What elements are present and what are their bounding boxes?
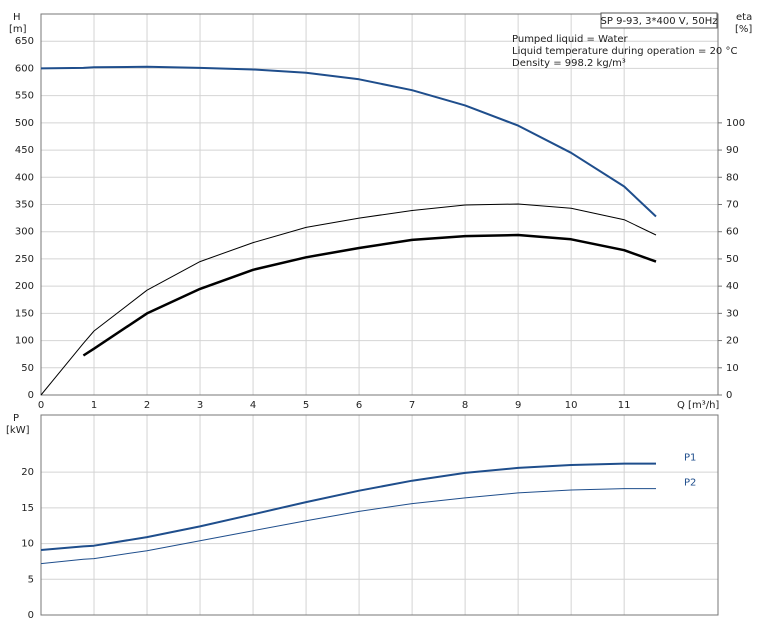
x-tick-label: 9 xyxy=(515,400,521,411)
y-tick-label: 250 xyxy=(15,254,34,265)
y-tick-label: 15 xyxy=(21,503,34,514)
y-tick-label: 50 xyxy=(21,363,34,374)
y2-tick-label: 0 xyxy=(726,390,732,401)
y-tick-label: 650 xyxy=(15,36,34,47)
y-tick-label: 450 xyxy=(15,145,34,156)
y2-tick-label: 30 xyxy=(726,308,739,319)
y-label: H xyxy=(13,12,21,23)
x-tick-label: 2 xyxy=(144,400,150,411)
y-tick-label: 0 xyxy=(28,610,34,621)
y-tick-label: 350 xyxy=(15,200,34,211)
x-tick-label: 1 xyxy=(91,400,97,411)
x-tick-label: 0 xyxy=(38,400,44,411)
y2-tick-label: 60 xyxy=(726,227,739,238)
curve xyxy=(40,203,657,396)
x-tick-label: 6 xyxy=(356,400,362,411)
y2-label: eta xyxy=(736,12,752,23)
y2-unit: [%] xyxy=(735,24,752,35)
y-tick-label: 10 xyxy=(21,539,34,550)
title-box xyxy=(600,12,718,29)
annotation: Density = 998.2 kg/m³ xyxy=(512,58,626,69)
y-tick-label: 150 xyxy=(15,308,34,319)
y-tick-label: 0 xyxy=(28,390,34,401)
y-tick-label: 400 xyxy=(15,172,34,183)
x-tick-label: 10 xyxy=(565,400,578,411)
x-label: Q [m³/h] xyxy=(677,400,719,411)
annotation: Liquid temperature during operation = 20… xyxy=(512,46,737,57)
y-tick-label: 500 xyxy=(15,118,34,129)
y-unit: [kW] xyxy=(6,425,30,436)
curve xyxy=(40,65,657,218)
series-label: P1 xyxy=(684,453,696,464)
x-tick-label: 7 xyxy=(409,400,415,411)
y2-tick-label: 100 xyxy=(726,118,745,129)
chart-title: SP 9-93, 3*400 V, 50Hz xyxy=(601,16,718,27)
bottom-frame xyxy=(40,414,719,616)
y-tick-label: 200 xyxy=(15,281,34,292)
curve xyxy=(40,488,656,565)
y2-tick-label: 20 xyxy=(726,336,739,347)
y-label: P xyxy=(13,413,19,424)
y2-tick-label: 90 xyxy=(726,145,739,156)
y-tick-label: 100 xyxy=(15,336,34,347)
x-tick-label: 11 xyxy=(618,400,631,411)
curve xyxy=(40,462,656,551)
series-label: P2 xyxy=(684,478,696,489)
y-tick-label: 550 xyxy=(15,91,34,102)
y2-tick-label: 50 xyxy=(726,254,739,265)
y-tick-label: 5 xyxy=(28,574,34,585)
x-tick-label: 3 xyxy=(197,400,203,411)
y-unit: [m] xyxy=(9,24,27,35)
annotation: Pumped liquid = Water xyxy=(512,34,629,45)
y2-tick-label: 10 xyxy=(726,363,739,374)
plot xyxy=(40,14,718,616)
x-tick-label: 8 xyxy=(462,400,468,411)
y2-tick-label: 70 xyxy=(726,200,739,211)
curve xyxy=(82,233,657,357)
y-tick-label: 20 xyxy=(21,467,34,478)
y2-tick-label: 40 xyxy=(726,281,739,292)
y2-tick-label: 80 xyxy=(726,172,739,183)
y-tick-label: 600 xyxy=(15,63,34,74)
x-tick-label: 5 xyxy=(303,400,309,411)
y-tick-label: 300 xyxy=(15,227,34,238)
x-tick-label: 4 xyxy=(250,400,256,411)
